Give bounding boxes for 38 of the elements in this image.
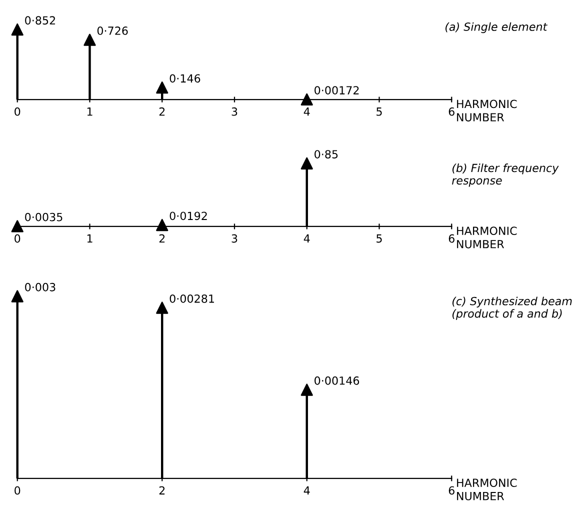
data-label: 0·852	[25, 16, 56, 25]
x-tick-label: 5	[376, 234, 382, 243]
data-label: 0·0035	[25, 212, 62, 222]
data-label: 0·726	[97, 26, 128, 35]
data-label: 0·85	[314, 150, 338, 158]
data-label: 0·00172	[314, 86, 359, 94]
point	[84, 34, 96, 46]
x-tick-label: 1	[87, 234, 92, 243]
x-tick-label: 6	[448, 486, 454, 495]
x-tick-label: 0	[14, 486, 20, 495]
data-label: 0·00146	[314, 376, 360, 385]
x-tick-label: 4	[304, 234, 310, 243]
x-tick-label: 6	[448, 234, 454, 243]
point	[11, 23, 24, 36]
x-tick-label: 3	[232, 234, 238, 243]
x-tick-label: 3	[232, 107, 238, 116]
data-label: 0·00281	[170, 294, 214, 303]
text: (b) Filter frequency response	[452, 164, 559, 187]
x-tick-label: 2	[159, 107, 165, 116]
point	[300, 93, 313, 106]
data-label: 0·0192	[170, 212, 207, 220]
data-label: 0·003	[25, 282, 56, 292]
x-tick-label: 4	[304, 486, 310, 494]
data-label: 0·146	[170, 74, 200, 83]
x-axis-title: HARMONIC NUMBER	[457, 100, 517, 122]
x-tick-label: 1	[87, 108, 92, 116]
point	[156, 81, 168, 94]
x-axis-title: HARMONIC NUMBER	[457, 226, 517, 248]
text: (c) Synthesized beam (product of a and b)	[452, 296, 572, 320]
x-tick-label: 2	[159, 486, 165, 494]
text: (a) Single element	[445, 22, 548, 34]
x-tick-label: 2	[159, 234, 165, 243]
x-tick-label: 0	[14, 234, 20, 243]
x-tick-label: 6	[448, 107, 454, 116]
x-tick-label: 4	[304, 108, 310, 116]
x-tick-label: 5	[376, 108, 382, 116]
x-axis-title: HARMONIC NUMBER	[457, 478, 517, 500]
x-tick-label: 0	[14, 107, 20, 116]
